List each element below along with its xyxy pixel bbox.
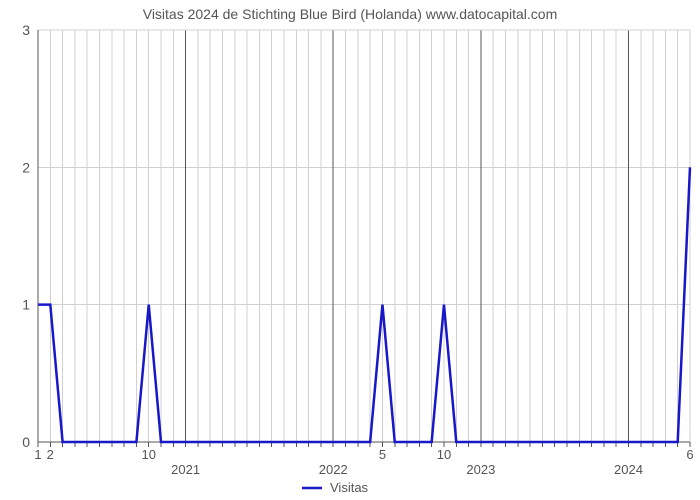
x-year-label: 2021: [171, 462, 200, 477]
x-month-label: 5: [379, 447, 386, 462]
y-tick-label: 0: [22, 434, 30, 450]
legend-label: Visitas: [330, 480, 369, 495]
x-year-label: 2023: [466, 462, 495, 477]
chart-container: Visitas 2024 de Stichting Blue Bird (Hol…: [0, 0, 700, 500]
x-month-label: 1: [34, 447, 41, 462]
x-month-label: 2: [47, 447, 54, 462]
x-year-label: 2024: [614, 462, 643, 477]
x-year-label: 2022: [319, 462, 348, 477]
chart-svg: 0123121051062021202220232024Visitas: [0, 0, 700, 500]
y-tick-label: 3: [22, 22, 30, 38]
y-tick-label: 1: [22, 297, 30, 313]
x-month-label: 10: [437, 447, 451, 462]
y-tick-label: 2: [22, 159, 30, 175]
chart-title: Visitas 2024 de Stichting Blue Bird (Hol…: [0, 6, 700, 22]
x-month-label: 6: [686, 447, 693, 462]
x-month-label: 10: [141, 447, 155, 462]
